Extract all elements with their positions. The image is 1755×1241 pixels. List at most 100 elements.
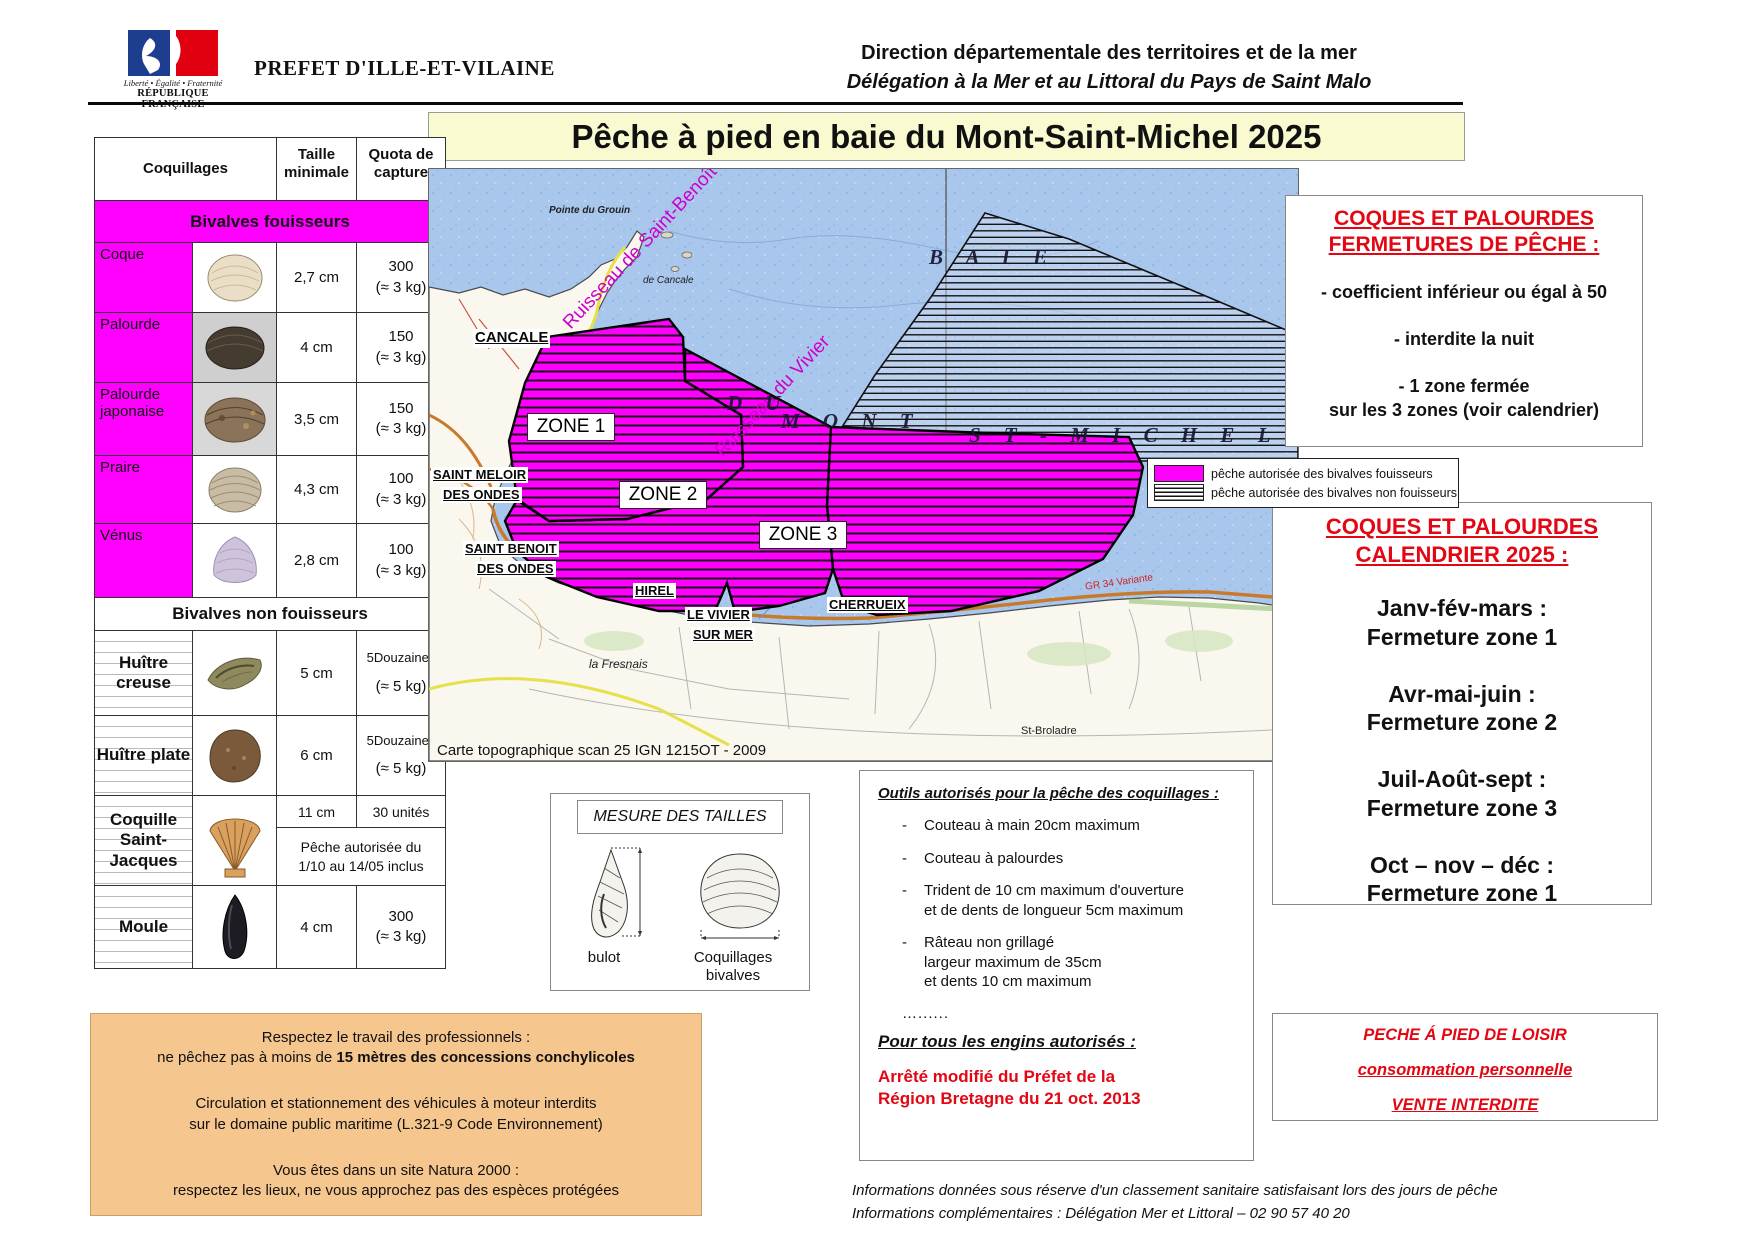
quota-weight: (≈ 3 kg)	[375, 561, 427, 579]
species-size: 3,5 cm	[277, 383, 357, 456]
table-row-huitre-plate: Huître plate 6 cm 5Douzaines (≈ 5 kg)	[95, 716, 446, 796]
section-bivalves-non-fouisseurs: Bivalves non fouisseurs	[95, 598, 446, 631]
arrete-line-1: Arrêté modifié du Préfet de la	[878, 1066, 1116, 1086]
table-row-coque: Coque 2,7 cm 300 (≈ 3 kg)	[95, 243, 446, 313]
engins-title: Pour tous les engins autorisés :	[878, 1031, 1136, 1051]
cal-q1-closure: Fermeture zone 1	[1366, 623, 1558, 650]
csj-note-line1: Pêche autorisée du	[300, 839, 422, 856]
dash-bullet: -	[902, 817, 907, 834]
prefet-title: PREFET D'ILLE-ET-VILAINE	[254, 56, 555, 80]
species-name: Palourde japonaise	[95, 383, 193, 456]
pointe-du-grouin-label: Pointe du Grouin	[549, 205, 631, 216]
legend-non-fouisseurs: pêche autorisée des bivalves non fouisse…	[1154, 484, 1457, 501]
quota-value: 150	[388, 328, 414, 346]
calendrier-title-2: CALENDRIER 2025 :	[1355, 541, 1569, 567]
legend-non-fouisseurs-label: pêche autorisée des bivalves non fouisse…	[1211, 485, 1457, 500]
direction-header: Direction départementale des territoires…	[828, 42, 1390, 94]
cal-q2-months: Avr-mai-juin :	[1388, 680, 1536, 707]
tool-label: Couteau à palourdes	[924, 849, 1064, 867]
town-cherrueix: CHERRUEIX	[827, 597, 908, 614]
respect-line-6: respectez les lieux, ne vous approchez p…	[172, 1181, 620, 1199]
species-size: 11 cm	[277, 796, 357, 828]
arrete-line-2: Région Bretagne du 21 oct. 2013	[878, 1089, 1141, 1109]
loisir-box: PECHE Á PIED DE LOISIR consommation pers…	[1272, 1013, 1658, 1121]
fermetures-rule-zone-2: sur les 3 zones (voir calendrier)	[1328, 399, 1600, 420]
republique-francaise-logo: Liberté • Égalité • Fraternité RÉPUBLIQU…	[120, 30, 232, 110]
map-legend: pêche autorisée des bivalves fouisseurs …	[1147, 458, 1459, 508]
tool-label-2: largeur maximum de 35cm	[924, 953, 1102, 971]
species-quota: 100 (≈ 3 kg)	[357, 456, 446, 524]
town-le-vivier-2: SUR MER	[691, 627, 755, 644]
quota-weight: (≈ 5 kg)	[375, 677, 427, 695]
zone1-label: ZONE 1	[527, 413, 615, 441]
fermetures-box: COQUES ET PALOURDES FERMETURES DE PÊCHE …	[1285, 195, 1643, 447]
praire-photo	[193, 456, 277, 524]
french-flag-icon	[120, 30, 226, 76]
footer-line-1: Informations données sous réserve d'un c…	[852, 1182, 1498, 1199]
respect-para-2: Circulation et stationnement des véhicul…	[99, 1094, 693, 1135]
town-saint-meloir-1: SAINT MELOIR	[431, 467, 529, 484]
cal-q3-closure: Fermeture zone 3	[1366, 794, 1558, 821]
table-row-coquille-saint-jacques: Coquille Saint-Jacques 11 cm 30 unités P…	[95, 796, 446, 886]
quota-weight: (≈ 3 kg)	[375, 278, 427, 296]
legend-fouisseurs: pêche autorisée des bivalves fouisseurs	[1154, 465, 1452, 482]
direction-line: Direction départementale des territoires…	[861, 42, 1357, 64]
town-saint-benoit-2: DES ONDES	[475, 561, 556, 578]
huitre-plate-photo	[193, 716, 277, 796]
quota-weight: (≈ 3 kg)	[375, 348, 427, 366]
calendrier-box: COQUES ET PALOURDES CALENDRIER 2025 : Ja…	[1272, 502, 1652, 906]
loisir-line-1: PECHE Á PIED DE LOISIR	[1363, 1026, 1567, 1044]
respect-line-2b: 15 mètres des concessions conchylicoles	[336, 1049, 635, 1067]
respect-line-3: Circulation et stationnement des véhicul…	[195, 1095, 597, 1113]
dash-bullet: -	[902, 849, 907, 867]
table-row-venus: Vénus 2,8 cm 100 (≈ 3 kg)	[95, 524, 446, 598]
dash-bullet: -	[902, 934, 907, 951]
species-name: Coquille Saint-Jacques	[95, 796, 193, 886]
cal-q3-months: Juil-Août-sept :	[1377, 766, 1547, 792]
species-name: Huître creuse	[95, 631, 193, 716]
species-size: 4 cm	[277, 886, 357, 969]
dash-bullet: -	[902, 882, 907, 899]
quota-weight: (≈ 3 kg)	[375, 490, 427, 508]
species-name: Palourde	[95, 313, 193, 383]
respect-line-2: ne pêchez pas à moins de 15 mètres des c…	[99, 1048, 693, 1068]
species-quota: 300 (≈ 3 kg)	[357, 886, 446, 969]
species-name: Moule	[95, 886, 193, 969]
sea-letters-baie: B A I E	[929, 245, 1057, 269]
sea-letters-st-michel: S T - M I C H E L	[969, 423, 1280, 447]
tool-rateau: - Râteau non grillagé largeur maximum de…	[902, 933, 1239, 992]
fermetures-title-2: FERMETURES DE PÊCHE :	[1328, 233, 1600, 257]
quota-value: 300	[388, 258, 414, 276]
table-header-row: Coquillages Taille minimale Quota de cap…	[95, 138, 446, 201]
bulot-figure	[566, 838, 656, 953]
zone2-label: ZONE 2	[619, 481, 707, 509]
sea-letters-mont: M O N T	[781, 409, 922, 433]
quota-value: 5Douzaines	[366, 732, 436, 748]
table-row-palourde: Palourde 4 cm 150 (≈ 3 kg)	[95, 313, 446, 383]
col-quota: Quota de capture	[357, 138, 446, 201]
bivalves-label: Coquillages bivalves	[694, 949, 772, 985]
cal-q4-months: Oct – nov – déc :	[1369, 851, 1555, 878]
table-row-moule: Moule 4 cm 300 (≈ 3 kg)	[95, 886, 446, 969]
respect-line-2a: ne pêchez pas à moins de	[157, 1049, 337, 1067]
page-title: Pêche à pied en baie du Mont-Saint-Miche…	[428, 112, 1465, 161]
section-bivalves-fouisseurs: Bivalves fouisseurs	[95, 201, 446, 243]
species-name: Vénus	[95, 524, 193, 598]
logo-motto: Liberté • Égalité • Fraternité	[123, 78, 223, 88]
venus-photo	[193, 524, 277, 598]
outils-box: Outils autorisés pour la pêche des coqui…	[859, 770, 1254, 1161]
logo-republique: RÉPUBLIQUE FRANÇAISE	[137, 88, 209, 110]
species-size: 5 cm	[277, 631, 357, 716]
town-cancale: CANCALE	[473, 329, 551, 348]
quota-value: 150	[388, 399, 414, 417]
col-size: Taille minimale	[277, 138, 357, 201]
bivalve-figure	[685, 838, 795, 953]
town-st-broladre: St-Broladre	[1021, 725, 1077, 737]
cal-q2-closure: Fermeture zone 2	[1366, 709, 1558, 736]
species-size: 4,3 cm	[277, 456, 357, 524]
magenta-swatch-icon	[1154, 465, 1204, 482]
bivalves-label-1: Coquillages	[693, 949, 773, 966]
map-caption: Carte topographique scan 25 IGN 1215OT -…	[437, 742, 767, 759]
quota-value: 30 unités	[357, 796, 446, 828]
bivalves-label-2: bivalves	[705, 967, 761, 984]
